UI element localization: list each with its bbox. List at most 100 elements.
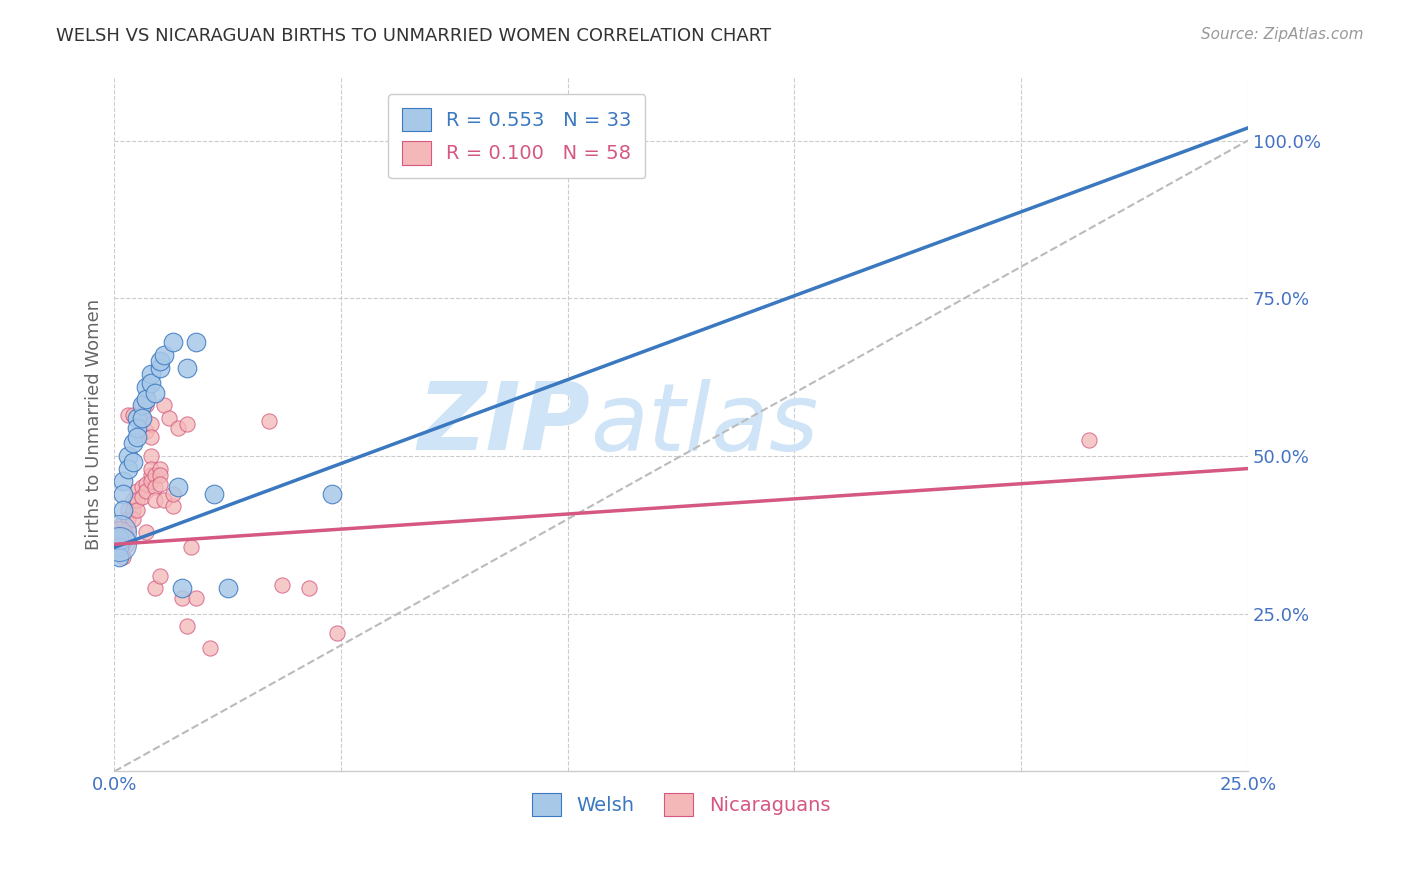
Point <box>167 481 190 495</box>
Point <box>149 354 172 368</box>
Point <box>149 569 172 583</box>
Point <box>172 582 194 596</box>
Text: ZIP: ZIP <box>418 378 591 470</box>
Point <box>135 477 157 491</box>
Point <box>121 455 143 469</box>
Point <box>121 512 143 526</box>
Point <box>108 528 131 542</box>
Point <box>149 461 172 475</box>
Point <box>143 385 166 400</box>
Text: Source: ZipAtlas.com: Source: ZipAtlas.com <box>1201 27 1364 42</box>
Text: WELSH VS NICARAGUAN BIRTHS TO UNMARRIED WOMEN CORRELATION CHART: WELSH VS NICARAGUAN BIRTHS TO UNMARRIED … <box>56 27 772 45</box>
Point <box>271 578 294 592</box>
Point <box>121 436 143 450</box>
Point <box>125 430 148 444</box>
Point <box>202 487 225 501</box>
Point <box>112 549 135 564</box>
Point <box>135 483 157 498</box>
Point <box>1078 433 1101 447</box>
Point <box>412 153 434 167</box>
Point <box>108 543 131 558</box>
Point <box>149 467 172 482</box>
Point <box>298 582 321 596</box>
Point <box>117 408 139 422</box>
Point <box>153 493 176 508</box>
Point <box>117 461 139 475</box>
Point <box>143 582 166 596</box>
Point <box>112 487 135 501</box>
Point <box>143 493 166 508</box>
Point <box>321 487 343 501</box>
Point <box>108 528 131 542</box>
Point <box>465 153 488 167</box>
Point <box>125 493 148 508</box>
Point <box>139 449 162 463</box>
Point <box>172 591 194 605</box>
Point <box>108 549 131 564</box>
Point <box>153 348 176 362</box>
Point <box>198 641 221 656</box>
Point <box>135 424 157 438</box>
Point <box>131 399 153 413</box>
Text: atlas: atlas <box>591 379 818 470</box>
Point <box>180 541 202 555</box>
Point <box>117 449 139 463</box>
Point <box>143 467 166 482</box>
Point <box>112 524 135 539</box>
Point <box>110 534 132 549</box>
Y-axis label: Births to Unmarried Women: Births to Unmarried Women <box>86 299 103 550</box>
Point <box>162 500 184 514</box>
Point <box>162 335 184 350</box>
Point <box>217 582 239 596</box>
Point <box>121 493 143 508</box>
Point <box>125 502 148 516</box>
Point <box>153 399 176 413</box>
Point <box>112 515 135 529</box>
Point <box>125 483 148 498</box>
Point <box>125 411 148 425</box>
Point <box>131 411 153 425</box>
Point <box>135 524 157 539</box>
Point <box>112 502 135 516</box>
Point <box>139 376 162 391</box>
Point <box>157 411 180 425</box>
Point <box>121 502 143 516</box>
Point <box>139 417 162 432</box>
Point <box>149 477 172 491</box>
Point <box>135 399 157 413</box>
Point <box>139 461 162 475</box>
Point <box>108 531 131 545</box>
Point <box>135 392 157 407</box>
Point <box>117 512 139 526</box>
Point <box>325 625 347 640</box>
Point <box>135 379 157 393</box>
Point <box>162 487 184 501</box>
Point <box>125 420 148 434</box>
Point <box>131 411 153 425</box>
Point <box>184 591 207 605</box>
Point <box>131 399 153 413</box>
Point <box>143 481 166 495</box>
Point <box>112 474 135 488</box>
Point <box>257 414 280 428</box>
Point <box>108 524 131 539</box>
Point <box>112 537 135 551</box>
Point <box>108 541 131 555</box>
Point <box>139 467 162 482</box>
Point <box>139 430 162 444</box>
Point <box>117 502 139 516</box>
Point <box>149 360 172 375</box>
Point <box>167 420 190 434</box>
Point <box>139 367 162 381</box>
Point <box>117 521 139 535</box>
Legend: Welsh, Nicaraguans: Welsh, Nicaraguans <box>524 785 838 824</box>
Point <box>176 619 198 633</box>
Point <box>176 417 198 432</box>
Point <box>108 534 131 549</box>
Point <box>121 408 143 422</box>
Point <box>139 474 162 488</box>
Point <box>131 490 153 504</box>
Point <box>176 360 198 375</box>
Point <box>108 537 131 551</box>
Point <box>131 481 153 495</box>
